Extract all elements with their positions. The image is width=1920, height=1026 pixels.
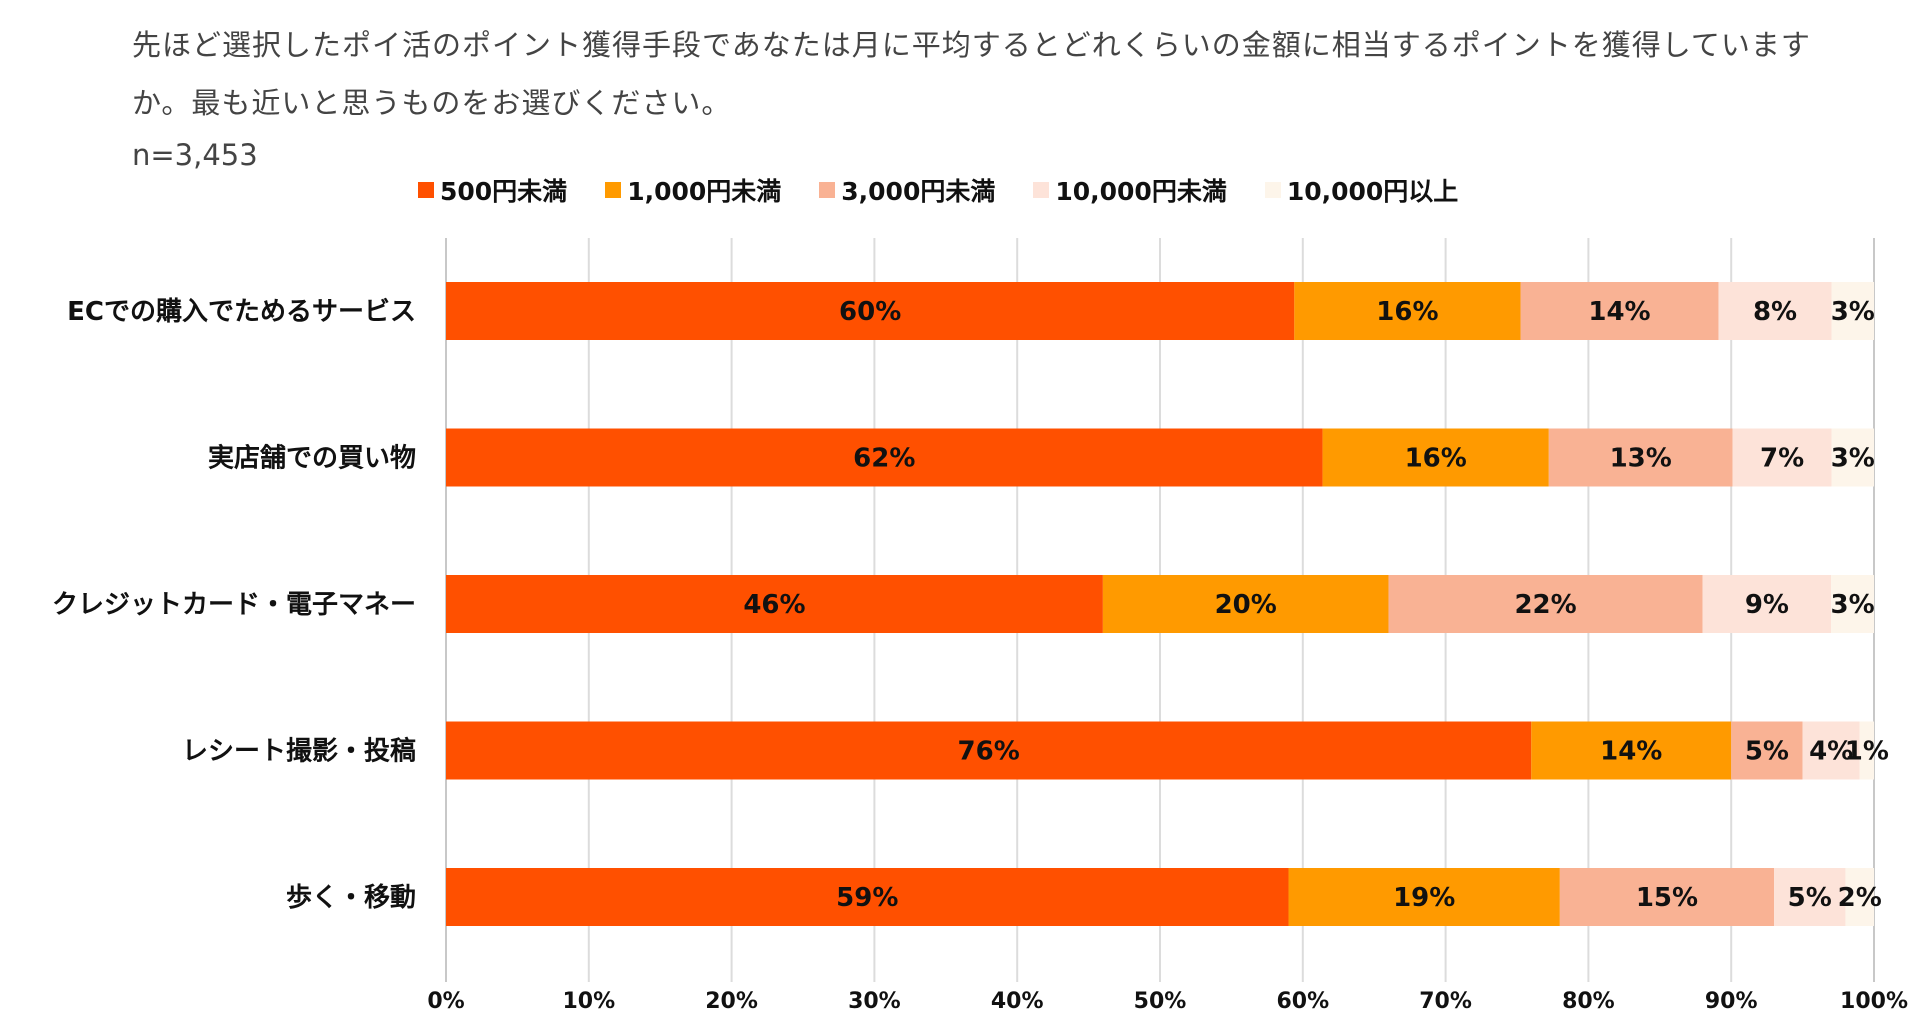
data-label: 9%	[1745, 590, 1789, 620]
bar-segment	[1731, 721, 1803, 780]
data-label: 7%	[1760, 444, 1804, 474]
data-label: 60%	[839, 297, 901, 327]
chart-question: 先ほど選択したポイ活のポイント獲得手段であなたは月に平均するとどれくらいの金額に…	[132, 28, 1811, 120]
bar-segment	[1718, 282, 1832, 340]
bar-segment	[1831, 282, 1874, 340]
sample-size: n=3,453	[132, 138, 258, 172]
data-label: 46%	[743, 590, 805, 620]
data-label: 19%	[1393, 883, 1455, 913]
legend: 500円未満 1,000円未満 3,000円未満 10,000円未満 10,000円以上	[418, 172, 1458, 208]
bar-segment	[1831, 428, 1874, 487]
legend-item: 10,000円未満	[1033, 172, 1227, 208]
legend-item: 10,000円以上	[1264, 172, 1459, 208]
data-label: 13%	[1610, 444, 1672, 474]
x-tick-label: 0%	[427, 989, 464, 1014]
data-label: 5%	[1788, 883, 1832, 913]
data-label: 14%	[1588, 297, 1650, 327]
bar-segment	[1388, 575, 1703, 633]
data-label: 1%	[1845, 737, 1889, 767]
category-label: 実店舗での買い物	[208, 443, 416, 474]
data-label: 16%	[1405, 444, 1467, 474]
x-tick-label: 80%	[1562, 989, 1615, 1014]
legend-label: 500円未満	[440, 177, 568, 206]
legend-item: 500円未満	[418, 172, 567, 208]
bar-segment	[446, 282, 1295, 340]
x-tick-label: 50%	[1134, 989, 1187, 1014]
bar-segment	[1288, 868, 1560, 926]
data-label: 20%	[1215, 590, 1277, 620]
x-tick-label: 10%	[562, 989, 615, 1014]
legend-swatch	[605, 182, 622, 198]
data-label: 62%	[853, 444, 915, 474]
data-label: 15%	[1636, 883, 1698, 913]
data-label: 3%	[1831, 297, 1875, 327]
legend-swatch	[1264, 182, 1281, 198]
legend-label: 10,000円以上	[1286, 177, 1459, 206]
bar-segment	[1548, 428, 1733, 487]
bar-segment	[1831, 575, 1874, 633]
data-label: 5%	[1745, 737, 1789, 767]
legend-swatch	[418, 182, 434, 198]
data-label: 16%	[1376, 297, 1438, 327]
category-label: レシート撮影・投稿	[182, 736, 416, 767]
bar-segment	[1774, 868, 1846, 926]
x-tick-label: 90%	[1705, 989, 1758, 1014]
category-label: ECでの購入でためるサービス	[67, 297, 416, 327]
category-label: 歩く・移動	[286, 883, 416, 913]
bar-segment	[1294, 282, 1521, 340]
x-tick-label: 20%	[705, 989, 758, 1014]
bar-segment	[446, 721, 1532, 780]
legend-item: 3,000円未満	[819, 172, 995, 208]
bar-segment	[1732, 428, 1832, 487]
bar-segment	[1102, 575, 1389, 633]
x-tick-label: 40%	[991, 989, 1044, 1014]
data-label: 3%	[1831, 590, 1875, 620]
legend-label: 3,000円未満	[841, 177, 996, 206]
bar-segment	[1802, 721, 1860, 780]
legend-label: 10,000円未満	[1055, 177, 1227, 206]
bar-segment	[446, 575, 1103, 633]
x-tick-label: 100%	[1840, 989, 1908, 1014]
x-tick-label: 60%	[1276, 989, 1329, 1014]
legend-item: 1,000円未満	[605, 172, 781, 208]
legend-label: 1,000円未満	[627, 177, 782, 206]
data-label: 14%	[1600, 737, 1662, 767]
data-label: 8%	[1753, 297, 1797, 327]
bar-segment	[1520, 282, 1719, 340]
bar-segment	[1859, 721, 1874, 780]
data-label: 59%	[836, 883, 898, 913]
data-label: 3%	[1831, 444, 1875, 474]
data-label: 2%	[1838, 883, 1882, 913]
x-tick-label: 70%	[1419, 989, 1472, 1014]
data-label: 4%	[1809, 737, 1853, 767]
bar-segment	[1559, 868, 1775, 926]
data-label: 22%	[1514, 590, 1576, 620]
data-label: 76%	[958, 737, 1020, 767]
x-tick-label: 30%	[848, 989, 901, 1014]
legend-swatch	[819, 182, 836, 198]
bar-segment	[1845, 868, 1874, 926]
bar-segment	[1322, 428, 1549, 487]
bar-segment	[1702, 575, 1832, 633]
bar-segment	[446, 868, 1289, 926]
bar-segment	[1531, 721, 1732, 780]
legend-swatch	[1033, 182, 1050, 198]
category-label: クレジットカード・電子マネー	[52, 590, 416, 620]
bar-segment	[446, 428, 1323, 487]
